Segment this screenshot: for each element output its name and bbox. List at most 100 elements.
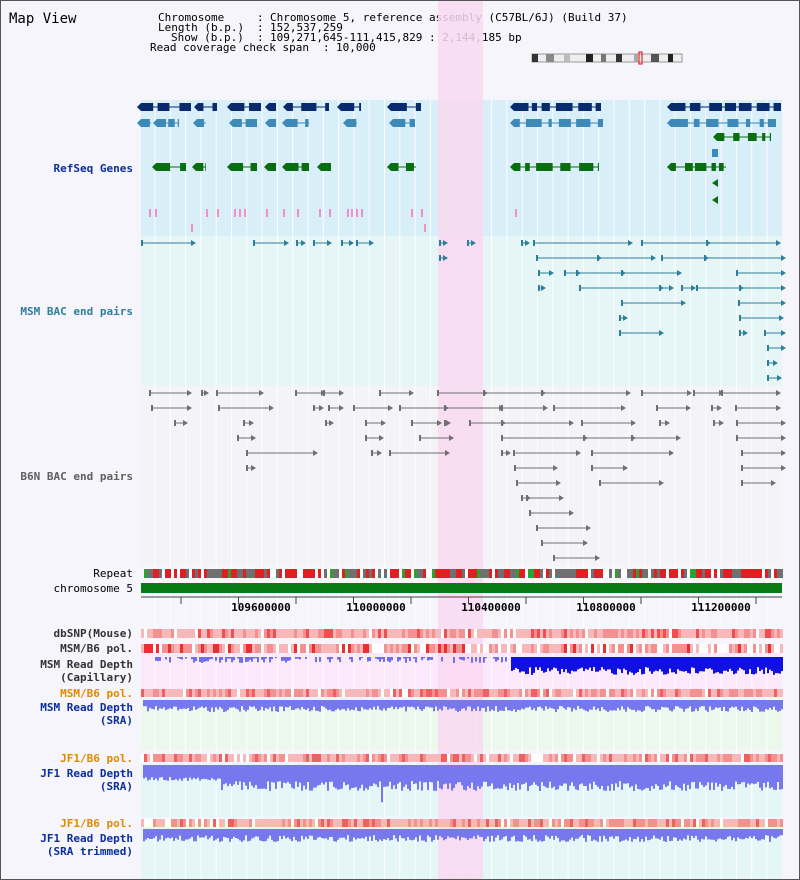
- msm-sra-depth-bar: [267, 700, 269, 710]
- msm-bac-pair-end: [767, 345, 769, 351]
- dbsnp-heat-cell: [480, 629, 483, 638]
- jf1-trim-depth-bar: [179, 829, 181, 836]
- msm-b6-pol-2-heat-cell: [480, 689, 483, 697]
- refseq-gene-exon: [268, 163, 276, 171]
- jf1-trim-depth-bar: [259, 829, 261, 841]
- jf1-b6-pol-heat-cell: [579, 754, 582, 762]
- msm-capillary-depth-bar: [397, 657, 399, 662]
- msm-sra-depth-bar: [145, 700, 147, 707]
- dbsnp-heat-cell: [348, 629, 351, 638]
- msm-bac-pair-end: [619, 315, 621, 321]
- jf1-sra-depth-bar: [371, 765, 373, 786]
- repeat-segment: [531, 569, 534, 578]
- jf1-trim-depth-bar: [265, 829, 267, 841]
- msm-b6-pol-2-heat-cell: [147, 689, 150, 697]
- jf1-sra-depth-bar: [493, 765, 495, 790]
- msm-b6-pol-2-heat-cell: [249, 689, 252, 697]
- refseq-gene-exon: [756, 103, 770, 111]
- jf1-sra-depth-bar: [593, 765, 595, 782]
- msm-sra-depth-bar: [693, 700, 695, 712]
- jf1-trim-depth-bar: [165, 829, 167, 839]
- msm-b6-pol-2-heat-cell: [465, 689, 468, 697]
- msm-sra-depth-bar: [195, 700, 197, 710]
- msm-capillary-depth-bar: [611, 657, 613, 674]
- msm-capillary-depth-bar: [271, 657, 273, 660]
- msm-capillary-depth-bar: [257, 657, 259, 663]
- repeat-segment: [318, 569, 321, 578]
- jf1-b6-pol-heat-cell: [408, 754, 411, 762]
- jf1-sra-depth-bar: [741, 765, 743, 783]
- jf1-sra-depth-bar: [159, 765, 161, 778]
- jf1-b6-pol-heat-cell: [354, 754, 357, 762]
- msm-sra-depth-bar: [171, 700, 173, 710]
- jf1-b6-pol-heat-cell: [567, 754, 570, 762]
- jf1-b6-pol-heat-cell: [183, 754, 186, 762]
- msm-capillary-depth-bar: [367, 657, 369, 662]
- msm-b6-pol-heat-cell: [615, 644, 618, 653]
- b6n-bac-pair-end: [626, 390, 631, 396]
- jf1-trim-depth-bar: [317, 829, 319, 838]
- jf1-sra-depth-bar: [253, 765, 255, 788]
- jf1-trim-depth-bar: [475, 829, 477, 840]
- jf1-sra-depth-bar: [673, 765, 675, 790]
- msm-bac-pair-end: [776, 240, 781, 246]
- jf1-b6-pol-heat-cell: [666, 754, 669, 762]
- refseq-gene-exon: [597, 163, 599, 171]
- jf1-trim-depth-bar: [491, 829, 493, 836]
- msm-b6-pol-heat-cell: [774, 644, 777, 653]
- b6n-bac-pair-end: [711, 405, 713, 411]
- repeat-segment: [522, 569, 525, 578]
- jf1-sra-depth-bar: [441, 765, 443, 790]
- msm-capillary-depth-bar: [719, 657, 721, 674]
- jf1-trim-depth-bar: [343, 829, 345, 838]
- msm-sra-depth-bar: [465, 700, 467, 711]
- jf1-b6-pol-heat-cell: [282, 754, 285, 762]
- jf1-trim-depth-bar: [363, 829, 365, 839]
- msm-capillary-depth-bar: [689, 657, 691, 674]
- msm-capillary-depth-bar: [521, 657, 523, 672]
- msm-b6-pol-2-heat-cell: [756, 689, 759, 697]
- jf1-b6-pol-2-heat-cell: [546, 819, 549, 827]
- jf1-b6-pol-2-heat-cell: [690, 819, 693, 827]
- dbsnp-heat-cell: [195, 629, 198, 638]
- dbsnp-heat-cell: [588, 629, 591, 638]
- jf1-b6-pol-2-heat-cell: [537, 819, 540, 827]
- jf1-sra-depth-bar: [757, 765, 759, 782]
- jf1-b6-pol-2-heat-cell: [588, 819, 591, 827]
- jf1-sra-depth-bar: [645, 765, 647, 789]
- jf1-b6-pol-2-heat-cell: [276, 819, 279, 827]
- msm-bac-pair-end: [525, 240, 530, 246]
- msm-b6-pol-2-heat-cell: [699, 689, 702, 697]
- jf1-trim-depth-bar: [515, 829, 517, 842]
- jf1-trim-depth-bar: [753, 829, 755, 837]
- jf1-b6-pol-heat-cell: [342, 754, 345, 762]
- jf1-b6-pol-heat-cell: [744, 754, 747, 762]
- repeat-segment: [366, 569, 369, 578]
- msm-capillary-depth-bar: [461, 657, 463, 660]
- jf1-b6-pol-heat-cell: [528, 754, 531, 762]
- track-label-jf1-b6-pol-2: JF1/B6 pol.: [60, 817, 133, 830]
- jf1-b6-pol-heat-cell: [747, 754, 750, 762]
- dbsnp-heat-cell: [606, 629, 609, 638]
- repeat-segment: [474, 569, 477, 578]
- msm-bac-pair-end: [301, 240, 306, 246]
- jf1-b6-pol-heat-cell: [723, 754, 726, 762]
- b6n-bac-pair-end: [741, 465, 743, 471]
- jf1-trim-depth-bar: [585, 829, 587, 842]
- jf1-b6-pol-2-heat-cell: [717, 819, 720, 827]
- jf1-sra-depth-bar: [417, 765, 419, 790]
- msm-bac-pair-end: [764, 330, 766, 336]
- jf1-sra-depth-bar: [391, 765, 393, 789]
- msm-capillary-depth-bar: [485, 657, 487, 659]
- repeat-segment: [216, 569, 219, 578]
- b6n-bac-pair-end: [501, 435, 503, 441]
- jf1-sra-depth-bar: [341, 765, 343, 789]
- msm-sra-depth-bar: [625, 700, 627, 712]
- msm-sra-depth-bar: [591, 700, 593, 710]
- jf1-b6-pol-2-heat-cell: [369, 819, 372, 827]
- repeat-segment: [198, 569, 201, 578]
- b6n-bac-pair-end: [623, 465, 628, 471]
- jf1-sra-depth-bar: [637, 765, 639, 789]
- repeat-segment: [402, 569, 405, 578]
